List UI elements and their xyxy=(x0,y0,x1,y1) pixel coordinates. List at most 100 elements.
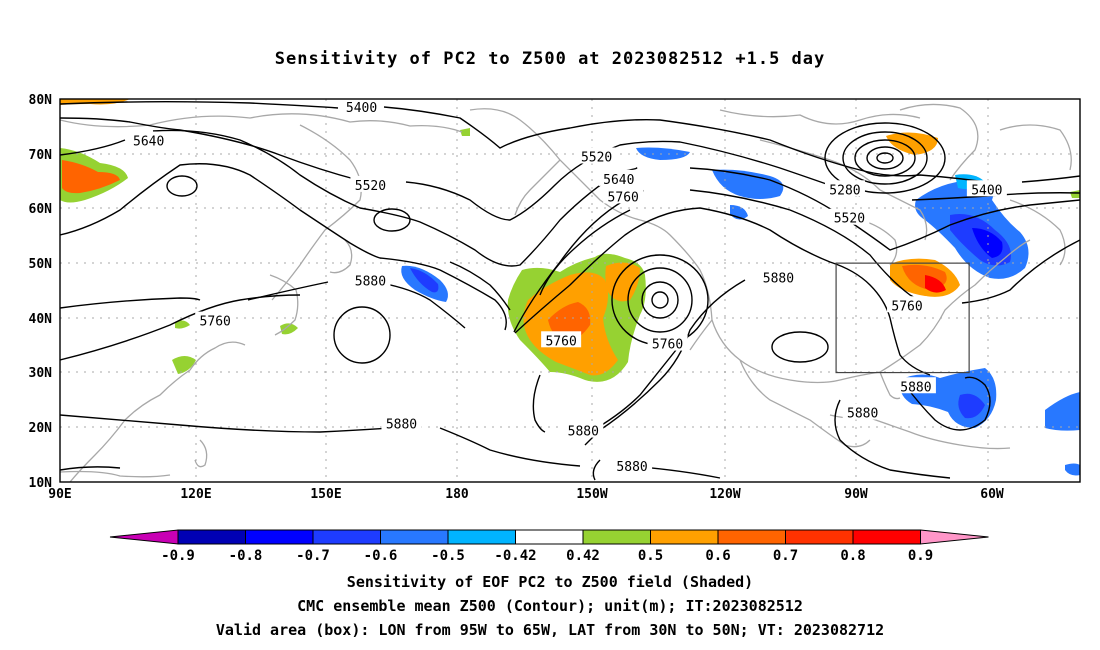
colorbar-segment xyxy=(717,529,786,545)
contour-label: 5760 xyxy=(545,334,576,349)
colorbar-segment xyxy=(312,529,381,545)
lat-axis-labels: 80N 70N 60N 50N 40N 30N 20N 10N xyxy=(29,93,53,491)
contour-label: 5400 xyxy=(346,101,377,116)
contour-label-bg xyxy=(350,271,391,288)
contour-label: 5760 xyxy=(200,315,231,330)
contour-label: 5760 xyxy=(608,190,639,205)
colorbar-segment xyxy=(785,529,854,545)
contour-label: 5520 xyxy=(834,212,865,227)
colorbar-segment xyxy=(245,529,314,545)
contour-label-bg xyxy=(603,187,644,204)
colorbar-segment xyxy=(582,529,651,545)
colorbar-segment xyxy=(177,529,246,545)
contour-label-bg xyxy=(341,98,382,115)
shade-positive-greenland xyxy=(886,132,938,155)
colorbar: -0.9 -0.8 -0.7 -0.6 -0.5 -0.42 0.42 0.5 0.6 0.7 0.… xyxy=(109,529,989,564)
contour-label-bg xyxy=(842,403,883,420)
colorbar-label: 0.5 xyxy=(638,548,663,564)
closed-low-kamchatka xyxy=(373,208,411,232)
contour-label-bg xyxy=(647,334,688,351)
contour-label-bg xyxy=(824,180,865,197)
contour-label-bg xyxy=(895,377,936,394)
lat-label: 40N xyxy=(29,312,53,327)
lat-label: 10N xyxy=(29,476,53,491)
contour-label-bg xyxy=(829,208,870,225)
contour-label-bg xyxy=(758,268,799,285)
closed-high-mexico xyxy=(771,331,829,363)
lon-label: 180 xyxy=(445,487,469,502)
contour-label: 5520 xyxy=(581,150,612,165)
valid-area-box xyxy=(835,262,970,374)
colorbar-label: -0.5 xyxy=(431,548,465,564)
contour-label-bg xyxy=(887,296,928,313)
contour-5760 xyxy=(60,163,1080,333)
caption-valid-area: Valid area (box): LON from 95W to 65W, L… xyxy=(215,621,885,639)
lat-label: 60N xyxy=(29,202,53,217)
contour-label-bg xyxy=(966,180,1007,197)
colorbar-label: 0.6 xyxy=(705,548,730,564)
lat-label: 30N xyxy=(29,366,53,381)
lon-label: 60W xyxy=(980,487,1004,502)
colorbar-high-extension xyxy=(920,529,989,545)
colorbar-label: -0.8 xyxy=(229,548,263,564)
lon-label: 120W xyxy=(709,487,740,502)
colorbar-label: -0.7 xyxy=(296,548,330,564)
contour-label: 5760 xyxy=(891,299,922,314)
colorbar-label: 0.7 xyxy=(773,548,798,564)
contour-labels: 5400 5640 5520 5520 5640 5760 5280 5520 5400 5880… xyxy=(128,98,1007,475)
shade-negative-canada xyxy=(712,169,784,199)
contour-label-bg xyxy=(612,457,653,474)
contour-label: 5880 xyxy=(355,275,386,290)
contour-label: 5640 xyxy=(133,135,164,150)
contour-5640 xyxy=(60,129,1080,267)
lon-axis-labels: 90E 120E 150E 180 150W 120W 90W 60W xyxy=(48,487,1004,502)
colorbar-label: -0.6 xyxy=(364,548,398,564)
colorbar-segment xyxy=(380,529,449,545)
closed-low-asia xyxy=(166,175,198,197)
lon-label: 150W xyxy=(576,487,607,502)
contour-label-bg xyxy=(563,421,604,438)
contour-label: 5880 xyxy=(900,380,931,395)
closed-low-baffin xyxy=(824,122,946,194)
colorbar-label: -0.9 xyxy=(161,548,195,564)
contour-label-bg xyxy=(598,169,639,186)
map-frame xyxy=(59,98,1081,483)
contour-label: 5640 xyxy=(603,173,634,188)
map-title: Sensitivity of PC2 to Z500 at 2023082512… xyxy=(274,49,826,69)
lat-label: 70N xyxy=(29,148,53,163)
contour-label: 5520 xyxy=(355,179,386,194)
contour-label: 5760 xyxy=(652,338,683,353)
contour-label-bg xyxy=(128,131,169,148)
contour-label-bg xyxy=(381,414,422,431)
caption-contour: CMC ensemble mean Z500 (Contour); unit(m… xyxy=(297,597,803,615)
contour-label: 5880 xyxy=(568,425,599,440)
contour-label-bg xyxy=(350,175,391,192)
colorbar-segment xyxy=(650,529,719,545)
lon-label: 150E xyxy=(310,487,341,502)
contour-label: 5280 xyxy=(829,183,860,198)
caption-shading: Sensitivity of EOF PC2 to Z500 field (Sh… xyxy=(346,573,754,591)
z500-contours xyxy=(60,101,1080,481)
coastlines xyxy=(60,103,1072,482)
contour-5400 xyxy=(60,101,1080,185)
shade-negative-caribbean xyxy=(899,368,997,428)
lon-label: 120E xyxy=(180,487,211,502)
lat-label: 80N xyxy=(29,93,53,108)
contour-label: 5880 xyxy=(386,417,417,432)
lon-label: 90E xyxy=(48,487,71,502)
contour-label: 5880 xyxy=(763,271,794,286)
contour-5880-west xyxy=(60,207,931,376)
colorbar-label: 0.42 xyxy=(566,548,600,564)
contour-label: 5880 xyxy=(616,460,647,475)
colorbar-segment xyxy=(515,529,584,545)
contour-label-bg xyxy=(576,147,617,164)
lon-label: 90W xyxy=(844,487,868,502)
shade-positive-west-asia-core xyxy=(62,160,120,194)
colorbar-segment xyxy=(852,529,921,545)
contour-label-bg xyxy=(195,311,236,328)
colorbar-label: -0.42 xyxy=(494,548,536,564)
lat-label: 50N xyxy=(29,257,53,272)
closed-high-pacific xyxy=(333,306,391,364)
contour-label: 5400 xyxy=(971,183,1002,198)
